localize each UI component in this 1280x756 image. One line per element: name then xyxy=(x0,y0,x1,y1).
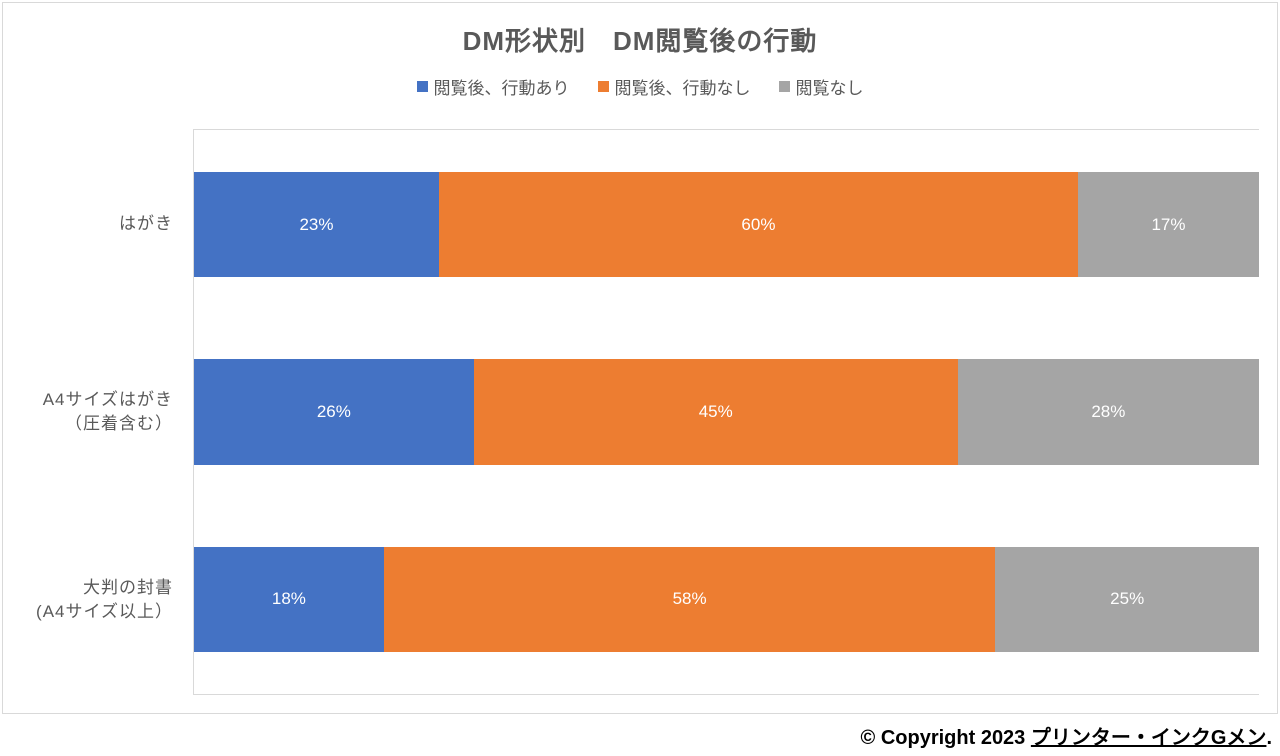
y-axis-label: はがき xyxy=(119,212,173,236)
legend-item: 閲覧後、行動なし xyxy=(598,74,751,99)
copyright-link[interactable]: プリンター・インクGメン xyxy=(1031,727,1267,749)
bar-value-label: 17% xyxy=(1151,215,1185,235)
bar-segment: 25% xyxy=(995,547,1259,652)
legend-item: 閲覧なし xyxy=(779,74,864,99)
legend-label: 閲覧なし xyxy=(796,74,864,99)
bar-value-label: 58% xyxy=(673,589,707,609)
bar-segment: 60% xyxy=(439,172,1078,277)
copyright-prefix: © Copyright 2023 xyxy=(861,727,1031,749)
bar-value-label: 28% xyxy=(1091,402,1125,422)
bar-segment: 18% xyxy=(194,547,384,652)
bar-value-label: 23% xyxy=(299,215,333,235)
bar-segment: 28% xyxy=(958,359,1259,464)
bar-segment: 17% xyxy=(1078,172,1259,277)
bar-row: 23% 60% 17% xyxy=(194,172,1259,277)
plot-area: 23% 60% 17% 26% 45% 28% 18% 58% 25% xyxy=(193,129,1259,695)
bar-segment: 58% xyxy=(384,547,996,652)
y-axis-label: 大判の封書(A4サイズ以上） xyxy=(36,576,173,624)
bar-value-label: 18% xyxy=(272,589,306,609)
legend: 閲覧後、行動あり 閲覧後、行動なし 閲覧なし xyxy=(3,74,1277,99)
chart-title: DM形状別 DM閲覧後の行動 xyxy=(3,21,1277,58)
legend-label: 閲覧後、行動あり xyxy=(434,74,570,99)
legend-swatch xyxy=(417,81,428,92)
copyright-notice: © Copyright 2023 プリンター・インクGメン. xyxy=(861,721,1272,750)
chart-container: DM形状別 DM閲覧後の行動 閲覧後、行動あり 閲覧後、行動なし 閲覧なし はがき A… xyxy=(2,2,1278,714)
bar-value-label: 45% xyxy=(699,402,733,422)
y-axis-labels: はがき A4サイズはがき（圧着含む） 大判の封書(A4サイズ以上） xyxy=(3,129,183,695)
bar-value-label: 26% xyxy=(317,402,351,422)
bar-segment: 45% xyxy=(474,359,958,464)
copyright-suffix: . xyxy=(1266,727,1272,749)
bar-segment: 23% xyxy=(194,172,439,277)
y-axis-label: A4サイズはがき（圧着含む） xyxy=(43,388,173,436)
legend-swatch xyxy=(779,81,790,92)
bar-row: 26% 45% 28% xyxy=(194,359,1259,464)
legend-swatch xyxy=(598,81,609,92)
bar-value-label: 60% xyxy=(741,215,775,235)
bar-row: 18% 58% 25% xyxy=(194,547,1259,652)
legend-label: 閲覧後、行動なし xyxy=(615,74,751,99)
legend-item: 閲覧後、行動あり xyxy=(417,74,570,99)
bar-value-label: 25% xyxy=(1110,589,1144,609)
bar-segment: 26% xyxy=(194,359,474,464)
